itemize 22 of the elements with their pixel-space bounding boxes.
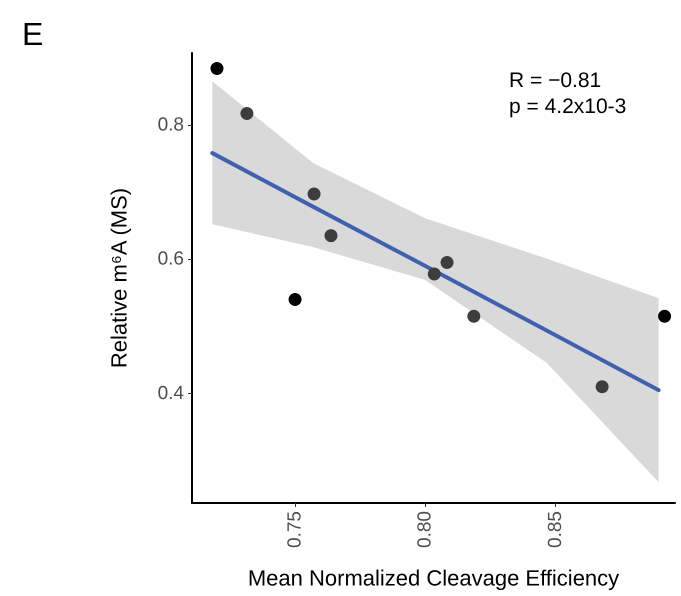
point [288,292,302,306]
point [308,188,321,201]
point [596,380,609,394]
x-tick-label: 0.80 [414,511,436,548]
y-tick-label: 0.6 [158,248,184,270]
y-axis-title: Relative m⁶A (MS) [106,188,132,368]
point [440,256,454,270]
point [240,106,254,120]
point [428,267,441,280]
line-series [210,151,661,392]
y-tick-label: 0.4 [158,383,184,404]
annotation: p = 4.2x10-3 [509,95,626,118]
point [658,310,672,323]
annotation: R = −0.81 [509,69,602,92]
point [324,229,338,242]
x-axis-title: Mean Normalized Cleavage Efficiency [248,566,620,590]
x-tick-label: 0.85 [544,511,566,548]
text: E [22,16,44,52]
point [210,62,224,75]
x-tick-label: 0.75 [284,511,306,548]
point [467,310,480,323]
y-tick-label: 0.8 [158,114,184,136]
